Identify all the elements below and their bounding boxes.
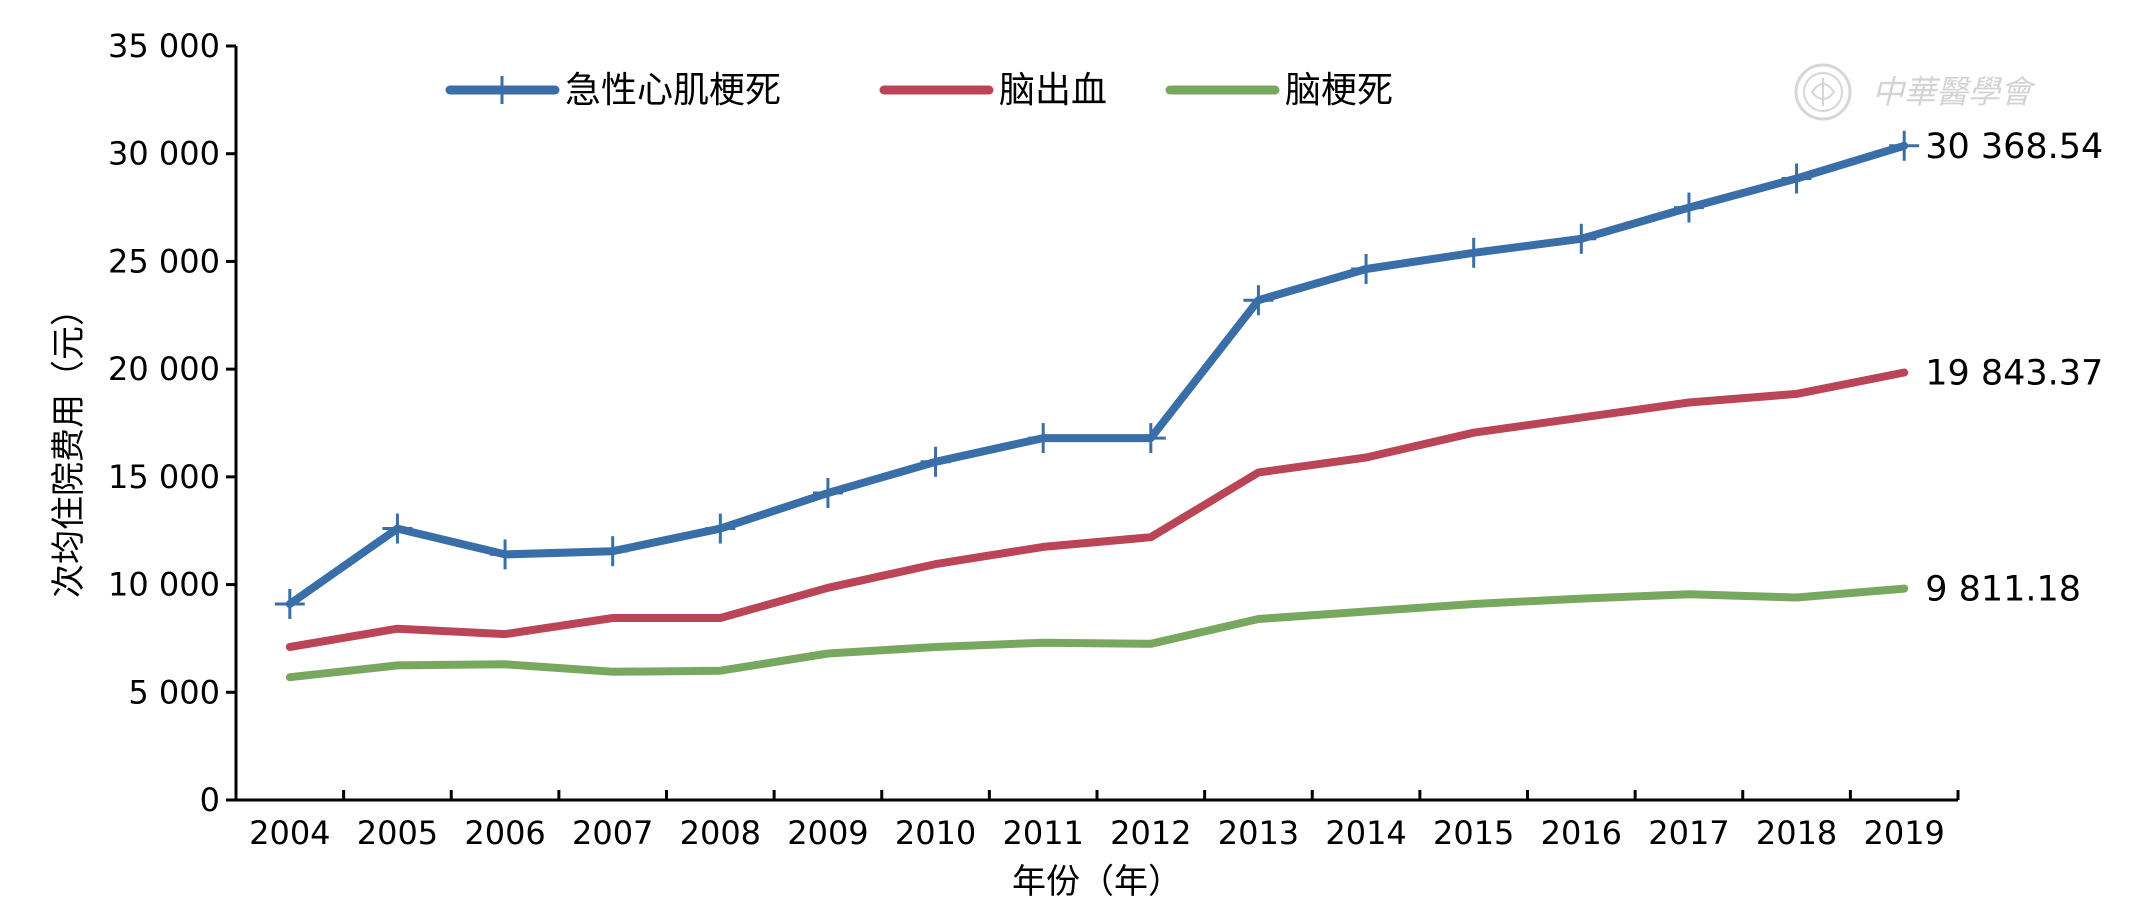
x-tick-label: 2012 [1110,814,1191,852]
x-tick-label: 2010 [895,814,976,852]
data-point-marker [920,446,951,477]
y-tick-label: 35 000 [108,27,220,65]
data-point [1150,536,1152,538]
data-point [1473,432,1475,434]
x-tick-label: 2006 [464,814,545,852]
series-1 [274,130,1920,619]
data-point-marker [1458,237,1489,268]
series-2 [285,368,1909,651]
data-point [504,633,506,635]
data-point [719,670,721,672]
data-point-marker [1028,423,1059,454]
data-point [935,646,937,648]
data-point [1580,598,1582,600]
x-tick-label: 2015 [1433,814,1514,852]
data-point-marker [1351,253,1382,284]
data-point-marker [1781,163,1812,194]
data-point [396,664,398,666]
data-point-marker [597,536,628,567]
legend-label: 脑梗死 [1285,70,1393,111]
data-point [827,653,829,655]
data-point [827,587,829,589]
x-tick-label: 2018 [1756,814,1837,852]
data-point-marker [1889,130,1920,161]
series-line [285,141,1909,608]
data-point [935,563,937,565]
data-point [1688,593,1690,595]
legend-item: 脑梗死 [1165,70,1393,111]
x-tick-label: 2011 [1002,814,1083,852]
y-tick-label: 30 000 [108,135,220,173]
y-tick-label: 20 000 [108,350,220,388]
y-tick-label: 0 [200,781,220,819]
y-axis-title: 次均住院费用（元） [49,292,89,598]
x-axis-ticks: 2004 2005 2006 2007 2008 2009 2010 2011 2012 2013… [234,790,1960,852]
data-point [396,628,398,630]
end-value-label: 19 843.37 [1925,354,2103,394]
x-tick-label: 2004 [249,814,330,852]
data-point-marker [1135,423,1166,454]
end-value-label: 30 368.54 [1925,127,2103,167]
legend-label: 急性心肌梗死 [565,70,781,111]
data-point-marker [274,588,305,619]
data-point [1580,417,1582,419]
x-tick-label: 2005 [357,814,438,852]
series-line [285,368,1909,651]
legend-item: 脑出血 [879,70,1107,111]
data-point [289,646,291,648]
x-axis-title: 年份（年） [1012,862,1182,902]
data-point [1042,546,1044,548]
data-point [289,676,291,678]
data-point [1903,588,1905,590]
x-tick-label: 2014 [1325,814,1406,852]
data-point [1365,456,1367,458]
data-point [504,663,506,665]
series-line [285,584,1909,682]
series-3 [285,584,1909,682]
y-tick-label: 15 000 [108,458,220,496]
x-tick-label: 2009 [787,814,868,852]
data-point [1365,611,1367,612]
end-labels: 30 368.54 19 843.37 9 811.18 [1925,127,2103,610]
data-point [1688,402,1690,404]
x-tick-label: 2007 [572,814,653,852]
data-point-marker [1243,285,1274,316]
data-point [612,671,614,673]
data-point-marker [1566,223,1597,254]
end-value-label: 9 811.18 [1925,570,2081,610]
axes [234,46,1958,802]
data-point-marker [1673,192,1704,223]
data-point-marker [812,478,843,509]
watermark: 中華醫學會 [1794,63,2036,121]
watermark-text: 中華醫學會 [1872,73,2036,111]
y-tick-label: 25 000 [108,242,220,280]
legend-item: 急性心肌梗死 [445,70,781,111]
y-axis-ticks: 0 5 000 10 000 15 000 20 000 25 000 30 000 35 0… [108,27,236,819]
data-point [1150,643,1152,645]
series-layer [274,130,1920,682]
data-point [1796,596,1798,598]
x-tick-label: 2016 [1541,814,1622,852]
legend-label: 脑出血 [999,70,1107,111]
x-tick-label: 2019 [1863,814,1944,852]
data-point-marker [490,539,521,570]
data-point-marker [705,513,736,544]
y-tick-label: 10 000 [108,566,220,604]
data-point [719,617,721,619]
society-seal-icon [1794,63,1852,121]
x-tick-label: 2008 [680,814,761,852]
data-point-marker [382,513,413,544]
data-point [612,617,614,619]
data-point [1042,642,1044,644]
x-tick-label: 2013 [1218,814,1299,852]
data-point [1796,393,1798,395]
data-point [1257,618,1259,620]
data-point [1473,603,1475,605]
y-tick-label: 5 000 [128,673,220,711]
data-point [1257,472,1259,474]
legend: 急性心肌梗死 脑出血 脑梗死 [445,70,1393,111]
x-tick-label: 2017 [1648,814,1729,852]
data-point [1903,372,1905,374]
